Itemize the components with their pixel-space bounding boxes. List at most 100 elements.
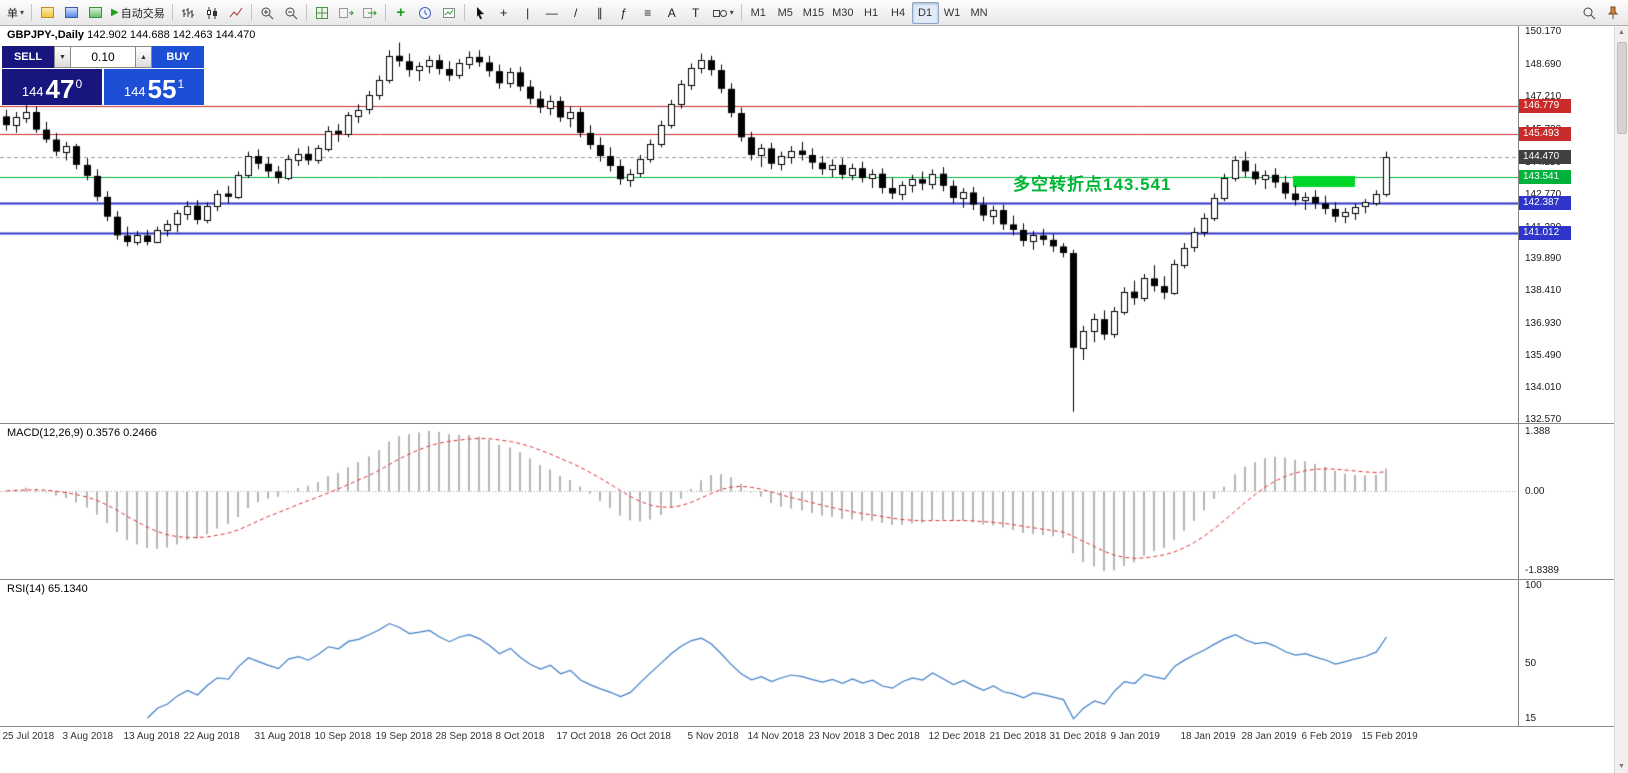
price-axis-label: 142.770 (1525, 189, 1561, 200)
autotrading-button[interactable]: ▶ 自动交易 (107, 2, 169, 24)
rsi-panel: RSI(14) 65.1340 100 50 15 (0, 580, 1614, 727)
workspace: GBPJPY-,Daily 142.902 144.688 142.463 14… (0, 26, 1628, 773)
timeframe-button-h1[interactable]: H1 (858, 2, 885, 24)
periods-button[interactable] (413, 2, 437, 24)
zoom-in-icon (260, 6, 274, 20)
play-icon: ▶ (111, 6, 119, 18)
horizontal-line-icon: — (545, 5, 558, 20)
line-chart-button[interactable] (224, 2, 248, 24)
timeframe-button-m15[interactable]: M15 (799, 2, 828, 24)
date-label: 5 Nov 2018 (687, 731, 739, 742)
price-axis[interactable]: 150.170148.690147.210145.730144.250142.7… (1518, 26, 1614, 423)
toolbar: 单 ▾ ▶ 自动交易 + + | — / ∥ ƒ ≡ A (0, 0, 1628, 26)
timeframe-button-m5[interactable]: M5 (772, 2, 799, 24)
auto-scroll-button[interactable] (334, 2, 358, 24)
templates-button[interactable] (437, 2, 461, 24)
fibonacci-button[interactable]: ƒ (612, 2, 636, 24)
clock-icon (418, 6, 432, 20)
date-label: 25 Jul 2018 (2, 731, 55, 742)
scrollbar-up-arrow[interactable]: ▲ (1618, 29, 1625, 36)
buy-price-base: 144 (123, 84, 146, 99)
chevron-up-icon: ▲ (140, 53, 147, 61)
buy-price-display[interactable]: 144 55 1 (104, 69, 204, 105)
templates-icon (442, 6, 456, 20)
volume-increase-button[interactable]: ▲ (135, 46, 152, 68)
date-label: 12 Dec 2018 (928, 731, 986, 742)
pivot-annotation: 多空转折点143.541 (1013, 175, 1172, 194)
macd-title: MACD(12,26,9) 0.3576 0.2466 (7, 427, 157, 439)
zoom-out-button[interactable] (279, 2, 303, 24)
timeframe-button-m30[interactable]: M30 (828, 2, 857, 24)
volume-decrease-button[interactable]: ▼ (54, 46, 71, 68)
vertical-line-icon: | (526, 5, 530, 20)
date-label: 23 Nov 2018 (808, 731, 866, 742)
macd-axis[interactable]: 1.388 0.00 -1.8389 (1518, 424, 1614, 579)
tile-windows-button[interactable] (310, 2, 334, 24)
toolbar-separator (250, 4, 252, 21)
vertical-line-button[interactable]: | (516, 2, 540, 24)
trendline-button[interactable]: / (564, 2, 588, 24)
date-label: 26 Oct 2018 (616, 731, 671, 742)
sell-price-display[interactable]: 144 47 0 (2, 69, 102, 105)
zoom-in-button[interactable] (255, 2, 279, 24)
pin-button[interactable] (1601, 2, 1625, 24)
timeframe-button-w1[interactable]: W1 (939, 2, 966, 24)
bar-chart-button[interactable] (176, 2, 200, 24)
chart-shift-button[interactable] (358, 2, 382, 24)
price-axis-label: 134.010 (1525, 382, 1562, 394)
macd-axis-label: 1.388 (1525, 425, 1551, 437)
timeframe-button-m1[interactable]: M1 (745, 2, 772, 24)
candlestick-chart-button[interactable] (200, 2, 224, 24)
rsi-axis-label: 15 (1525, 713, 1537, 725)
sell-price-point: 0 (75, 77, 83, 91)
scrollbar-thumb[interactable] (1616, 42, 1627, 134)
timeframe-button-d1[interactable]: D1 (911, 1, 939, 24)
price-axis-label: 148.690 (1525, 58, 1562, 70)
price-level-badge: 146.779 (1519, 98, 1571, 113)
new-order-button[interactable]: 单 ▾ (3, 2, 28, 24)
timeframe-button-mn[interactable]: MN (966, 2, 993, 24)
macd-canvas[interactable] (0, 424, 1518, 579)
date-label: 6 Feb 2019 (1301, 731, 1353, 742)
channel-button[interactable]: ∥ (588, 2, 612, 24)
volume-input[interactable] (71, 46, 135, 68)
pitchfork-button[interactable]: ≡ (636, 2, 660, 24)
terminal-button[interactable] (83, 2, 107, 24)
navigator-button[interactable] (59, 2, 83, 24)
market-watch-button[interactable] (35, 2, 59, 24)
buy-price-pips: 55 (147, 74, 177, 104)
date-label: 13 Aug 2018 (123, 731, 180, 742)
scrollbar-down-arrow[interactable]: ▼ (1618, 763, 1625, 770)
caret-down-icon: ▾ (20, 7, 25, 17)
rsi-plot-area[interactable]: RSI(14) 65.1340 (0, 580, 1518, 726)
rsi-axis[interactable]: 100 50 15 (1518, 580, 1614, 726)
horizontal-line-button[interactable]: — (540, 2, 564, 24)
date-label: 19 Sep 2018 (375, 731, 433, 742)
terminal-icon (88, 7, 102, 18)
crosshair-button[interactable]: + (492, 2, 516, 24)
shapes-button[interactable]: ▾ (708, 2, 738, 24)
line-chart-icon (229, 6, 243, 20)
search-button[interactable] (1577, 2, 1601, 24)
autotrading-label: 自动交易 (120, 7, 165, 20)
label-tool-button[interactable]: T (684, 2, 708, 24)
macd-panel: MACD(12,26,9) 0.3576 0.2466 1.388 0.00 -1.… (0, 424, 1614, 580)
time-axis[interactable]: 25 Jul 2018 3 Aug 2018 13 Aug 2018 22 Aug 2… (0, 727, 1614, 747)
date-label: 10 Sep 2018 (314, 731, 372, 742)
price-plot-area[interactable]: GBPJPY-,Daily 142.902 144.688 142.463 14… (0, 26, 1518, 423)
date-label: 18 Jan 2019 (1180, 731, 1236, 742)
buy-price-point: 1 (177, 77, 185, 91)
indicators-button[interactable]: + (389, 2, 413, 24)
sell-price-base: 144 (21, 84, 44, 99)
vertical-scrollbar[interactable]: ▲ ▼ (1614, 26, 1628, 773)
buy-button[interactable]: BUY (152, 46, 204, 68)
cursor-button[interactable] (468, 2, 492, 24)
rsi-canvas[interactable] (0, 580, 1518, 726)
sell-button[interactable]: SELL (2, 46, 54, 68)
search-icon (1582, 6, 1596, 20)
macd-plot-area[interactable]: MACD(12,26,9) 0.3576 0.2466 (0, 424, 1518, 579)
timeframe-button-h4[interactable]: H4 (885, 2, 912, 24)
price-axis-label: 138.410 (1525, 285, 1562, 297)
price-canvas[interactable] (0, 26, 1518, 423)
text-tool-button[interactable]: A (660, 2, 684, 24)
